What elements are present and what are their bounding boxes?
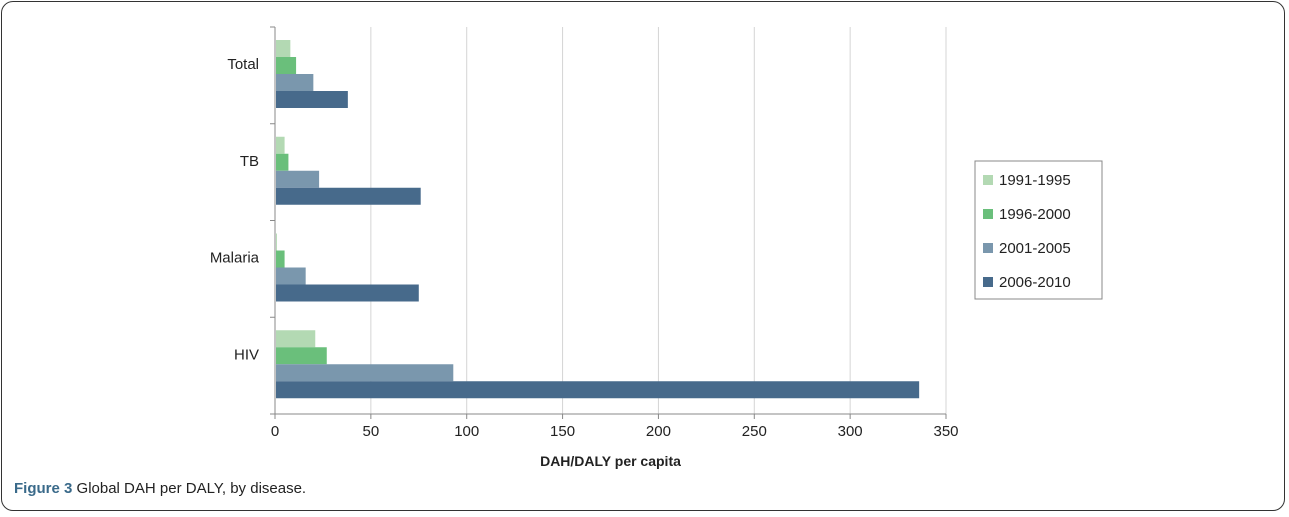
x-tick-label: 100 <box>454 423 479 440</box>
legend-label: 1996-2000 <box>999 206 1071 223</box>
category-label: Malaria <box>210 250 260 267</box>
x-tick-label: 200 <box>646 423 671 440</box>
bar-2001-2005-HIV <box>276 364 454 382</box>
bar-1991-1995-Malaria <box>276 233 277 251</box>
x-tick-label: 0 <box>271 423 279 440</box>
legend-label: 2006-2010 <box>999 274 1071 291</box>
x-tick-label: 50 <box>363 423 380 440</box>
bar-1996-2000-TB <box>276 153 289 171</box>
legend-swatch <box>983 209 993 219</box>
bar-1991-1995-TB <box>276 136 285 154</box>
bar-1991-1995-HIV <box>276 330 316 348</box>
bar-2006-2010-Malaria <box>276 284 419 302</box>
x-tick-label: 250 <box>742 423 767 440</box>
category-label: HIV <box>234 346 259 363</box>
bar-1991-1995-Total <box>276 40 291 57</box>
bar-2001-2005-Total <box>276 74 314 91</box>
legend-swatch <box>983 277 993 287</box>
category-label: TB <box>240 153 259 170</box>
bar-1996-2000-Malaria <box>276 250 285 268</box>
bar-2001-2005-TB <box>276 170 320 188</box>
legend-swatch <box>983 175 993 185</box>
category-label: Total <box>227 56 259 73</box>
bar-2001-2005-Malaria <box>276 267 306 285</box>
x-tick-label: 150 <box>550 423 575 440</box>
legend-swatch <box>983 243 993 253</box>
caption-text: Global DAH per DALY, by disease. <box>72 480 307 497</box>
x-tick-label: 300 <box>838 423 863 440</box>
caption-label: Figure 3 <box>14 480 73 497</box>
bar-2006-2010-Total <box>276 91 348 108</box>
bar-2006-2010-HIV <box>276 381 920 399</box>
legend-box <box>974 160 1103 300</box>
x-axis-title: DAH/DALY per capita <box>540 453 681 469</box>
figure-caption: Figure 3 Global DAH per DALY, by disease… <box>14 480 306 497</box>
legend-label: 2001-2005 <box>999 240 1071 257</box>
bar-1996-2000-HIV <box>276 347 327 365</box>
x-tick-label: 350 <box>933 423 958 440</box>
bar-2006-2010-TB <box>276 187 421 205</box>
bar-1996-2000-Total <box>276 57 297 74</box>
legend-label: 1991-1995 <box>999 172 1071 189</box>
